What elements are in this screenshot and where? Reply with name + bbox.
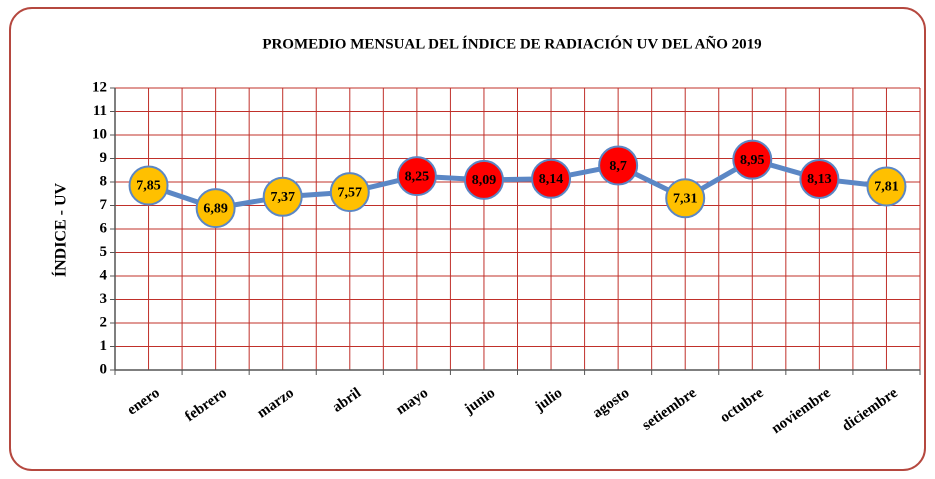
marker <box>732 139 773 180</box>
data-label: 8,25 <box>405 169 430 184</box>
data-label: 8,7 <box>609 159 627 174</box>
data-label: 8,14 <box>539 172 564 187</box>
marker <box>396 156 437 197</box>
marker <box>531 158 572 199</box>
marker <box>598 145 639 186</box>
marker <box>799 158 840 199</box>
y-tick-label: 11 <box>93 103 107 119</box>
marker <box>329 172 370 213</box>
marker <box>128 165 169 206</box>
chart-title: PROMEDIO MENSUAL DEL ÍNDICE DE RADIACIÓN… <box>262 34 761 52</box>
y-tick-label: 6 <box>100 220 108 236</box>
marker <box>866 166 907 207</box>
y-tick-label: 8 <box>100 173 108 189</box>
marker <box>463 159 504 200</box>
y-tick-label: 12 <box>92 79 107 95</box>
marker <box>665 178 706 219</box>
data-label: 7,31 <box>673 191 698 206</box>
y-tick-label: 2 <box>100 314 108 330</box>
chart-border <box>9 7 926 471</box>
data-label: 8,09 <box>472 173 497 188</box>
y-tick-label: 10 <box>92 126 107 142</box>
y-tick-label: 3 <box>100 291 108 307</box>
y-tick-label: 9 <box>100 150 108 166</box>
y-tick-label: 5 <box>100 244 108 260</box>
y-tick-label: 1 <box>100 338 108 354</box>
data-label: 7,85 <box>136 179 161 194</box>
data-label: 7,37 <box>270 190 295 205</box>
data-label: 8,13 <box>807 172 832 187</box>
y-tick-label: 4 <box>100 267 108 283</box>
y-tick-label: 0 <box>100 361 108 377</box>
data-label: 6,89 <box>203 201 228 216</box>
data-label: 7,81 <box>874 180 899 195</box>
y-axis-label: ÍNDICE - UV <box>51 182 70 277</box>
marker <box>195 188 236 229</box>
y-tick-label: 7 <box>100 197 108 213</box>
data-label: 7,57 <box>338 185 363 200</box>
marker <box>262 176 303 217</box>
data-label: 8,95 <box>740 153 765 168</box>
